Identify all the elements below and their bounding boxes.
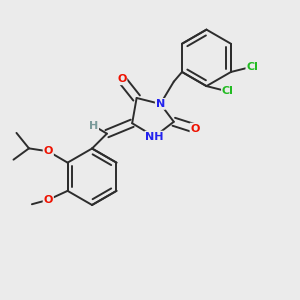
Text: Cl: Cl (222, 86, 234, 96)
Text: O: O (44, 146, 53, 156)
Text: Cl: Cl (246, 61, 258, 72)
Text: O: O (190, 124, 200, 134)
Text: O: O (44, 195, 53, 205)
Text: NH: NH (145, 132, 164, 142)
Text: H: H (89, 121, 98, 130)
Text: O: O (117, 74, 127, 84)
Text: N: N (156, 99, 165, 109)
